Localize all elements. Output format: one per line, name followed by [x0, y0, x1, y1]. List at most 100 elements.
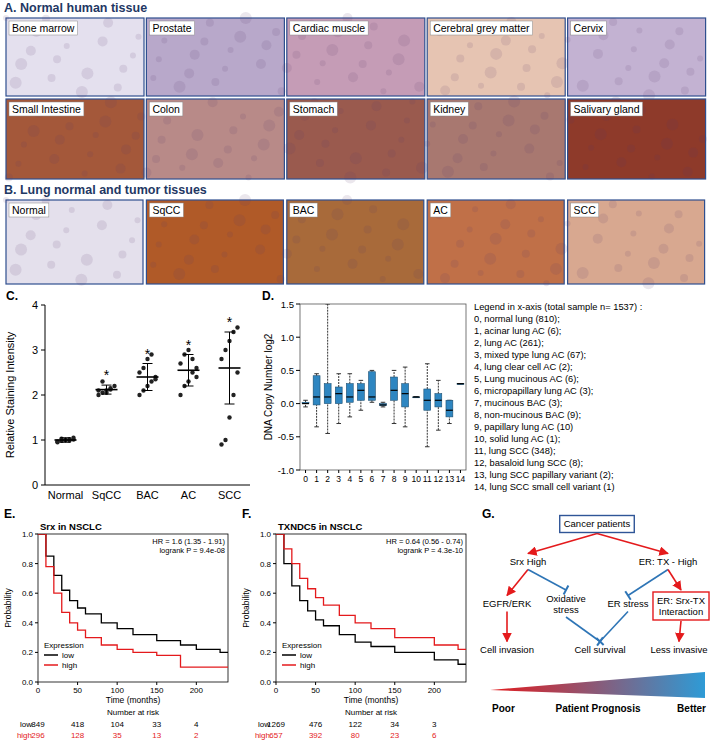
- node-label: Srx High: [510, 556, 546, 567]
- box: [380, 404, 387, 406]
- y-tick: [41, 485, 45, 486]
- whisker-cap: [425, 446, 430, 447]
- y-tick: [273, 593, 276, 594]
- texture: [485, 67, 497, 79]
- at-risk-count: 6: [432, 731, 437, 740]
- whisker-cap: [359, 380, 364, 381]
- label-box: [430, 21, 532, 35]
- texture: [404, 118, 410, 124]
- texture: [380, 276, 386, 282]
- texture: [102, 200, 112, 210]
- median: [369, 396, 376, 397]
- error-cap: [184, 354, 194, 355]
- y-axis-label: Relative Staining Intensity: [4, 331, 16, 458]
- whisker-cap: [381, 406, 386, 407]
- median: [391, 390, 398, 391]
- tissue-image: [146, 200, 283, 284]
- y-axis-label: Probability: [241, 587, 251, 627]
- texture: [382, 169, 390, 177]
- legend-item: 1, acinar lung AC (6);: [474, 326, 561, 336]
- tile-label: BAC: [293, 204, 315, 216]
- texture: [609, 200, 617, 208]
- x-tick-label: Normal: [48, 489, 83, 501]
- box: [302, 402, 309, 403]
- data-point: [112, 384, 116, 388]
- texture: [416, 162, 428, 174]
- x-tick-label: 4: [347, 474, 352, 484]
- x-tick-label: 0: [274, 686, 279, 695]
- x-tick-label: 13: [445, 474, 455, 484]
- label-box: [571, 203, 599, 217]
- texture: [565, 221, 571, 227]
- texture: [174, 81, 186, 93]
- y-tick-label: 0.6: [260, 589, 272, 598]
- prognosis-center: Patient Prognosis: [555, 703, 640, 714]
- label-box: [290, 102, 337, 116]
- y-tick-label: 0.2: [260, 648, 272, 657]
- texture: [118, 251, 126, 259]
- texture: [15, 161, 21, 167]
- texture: [161, 38, 167, 44]
- annotation: HR = 0.64 (0.56 - 0.74): [386, 537, 463, 546]
- error-bar: [188, 355, 189, 387]
- annotation: HR = 1.6 (1.35 - 1.91): [152, 537, 225, 546]
- texture: [105, 96, 117, 108]
- at-risk-count: 80: [351, 731, 360, 740]
- texture: [63, 227, 69, 233]
- texture: [206, 19, 214, 27]
- median: [413, 396, 420, 397]
- texture: [55, 135, 65, 145]
- data-point: [223, 348, 227, 352]
- box: [313, 376, 320, 405]
- whisker-cap: [348, 416, 353, 417]
- texture: [688, 148, 698, 158]
- x-tick: [371, 470, 372, 473]
- at-risk-count: 392: [309, 731, 323, 740]
- texture: [456, 55, 464, 63]
- y-tick: [273, 622, 276, 623]
- texture: [675, 27, 683, 35]
- tile-label: AC: [433, 204, 448, 216]
- texture: [348, 72, 358, 82]
- texture: [64, 43, 70, 49]
- texture: [615, 77, 623, 85]
- texture: [478, 83, 484, 89]
- node-label: EGFR/ERK: [483, 598, 532, 609]
- texture: [550, 263, 562, 275]
- texture: [490, 150, 496, 156]
- at-risk-count: 23: [390, 731, 399, 740]
- y-tick-label: 0: [32, 479, 38, 491]
- texture: [364, 225, 372, 233]
- texture: [49, 154, 59, 164]
- y-tick: [41, 350, 45, 351]
- texture: [358, 246, 366, 254]
- x-tick-label: 0: [36, 686, 41, 695]
- x-tick-label: 6: [370, 474, 375, 484]
- y-tick-label: 1: [32, 434, 38, 446]
- tissue-tile: Prostate: [146, 12, 285, 96]
- texture: [386, 70, 392, 76]
- node-label: stress: [553, 604, 579, 615]
- box: [369, 372, 376, 401]
- x-tick-label: 14: [456, 474, 466, 484]
- at-risk-count: 104: [110, 720, 124, 729]
- x-tick-label: 5: [358, 474, 363, 484]
- whisker-cap: [348, 373, 353, 374]
- texture: [484, 253, 496, 265]
- survival-curve: [276, 534, 466, 649]
- significance: *: [227, 314, 233, 330]
- tissue-tile: Cervix: [565, 18, 706, 101]
- texture: [332, 127, 338, 133]
- plot-frame: [300, 304, 466, 470]
- x-axis-label: Time (months): [106, 695, 161, 705]
- texture: [666, 119, 678, 131]
- x-tick: [360, 470, 361, 473]
- texture: [541, 112, 549, 120]
- texture: [15, 58, 27, 70]
- texture: [213, 158, 223, 168]
- texture: [156, 242, 162, 248]
- texture: [320, 60, 326, 66]
- texture: [517, 83, 525, 91]
- y-tick-label: 0.5: [281, 365, 294, 376]
- x-tick: [416, 470, 417, 473]
